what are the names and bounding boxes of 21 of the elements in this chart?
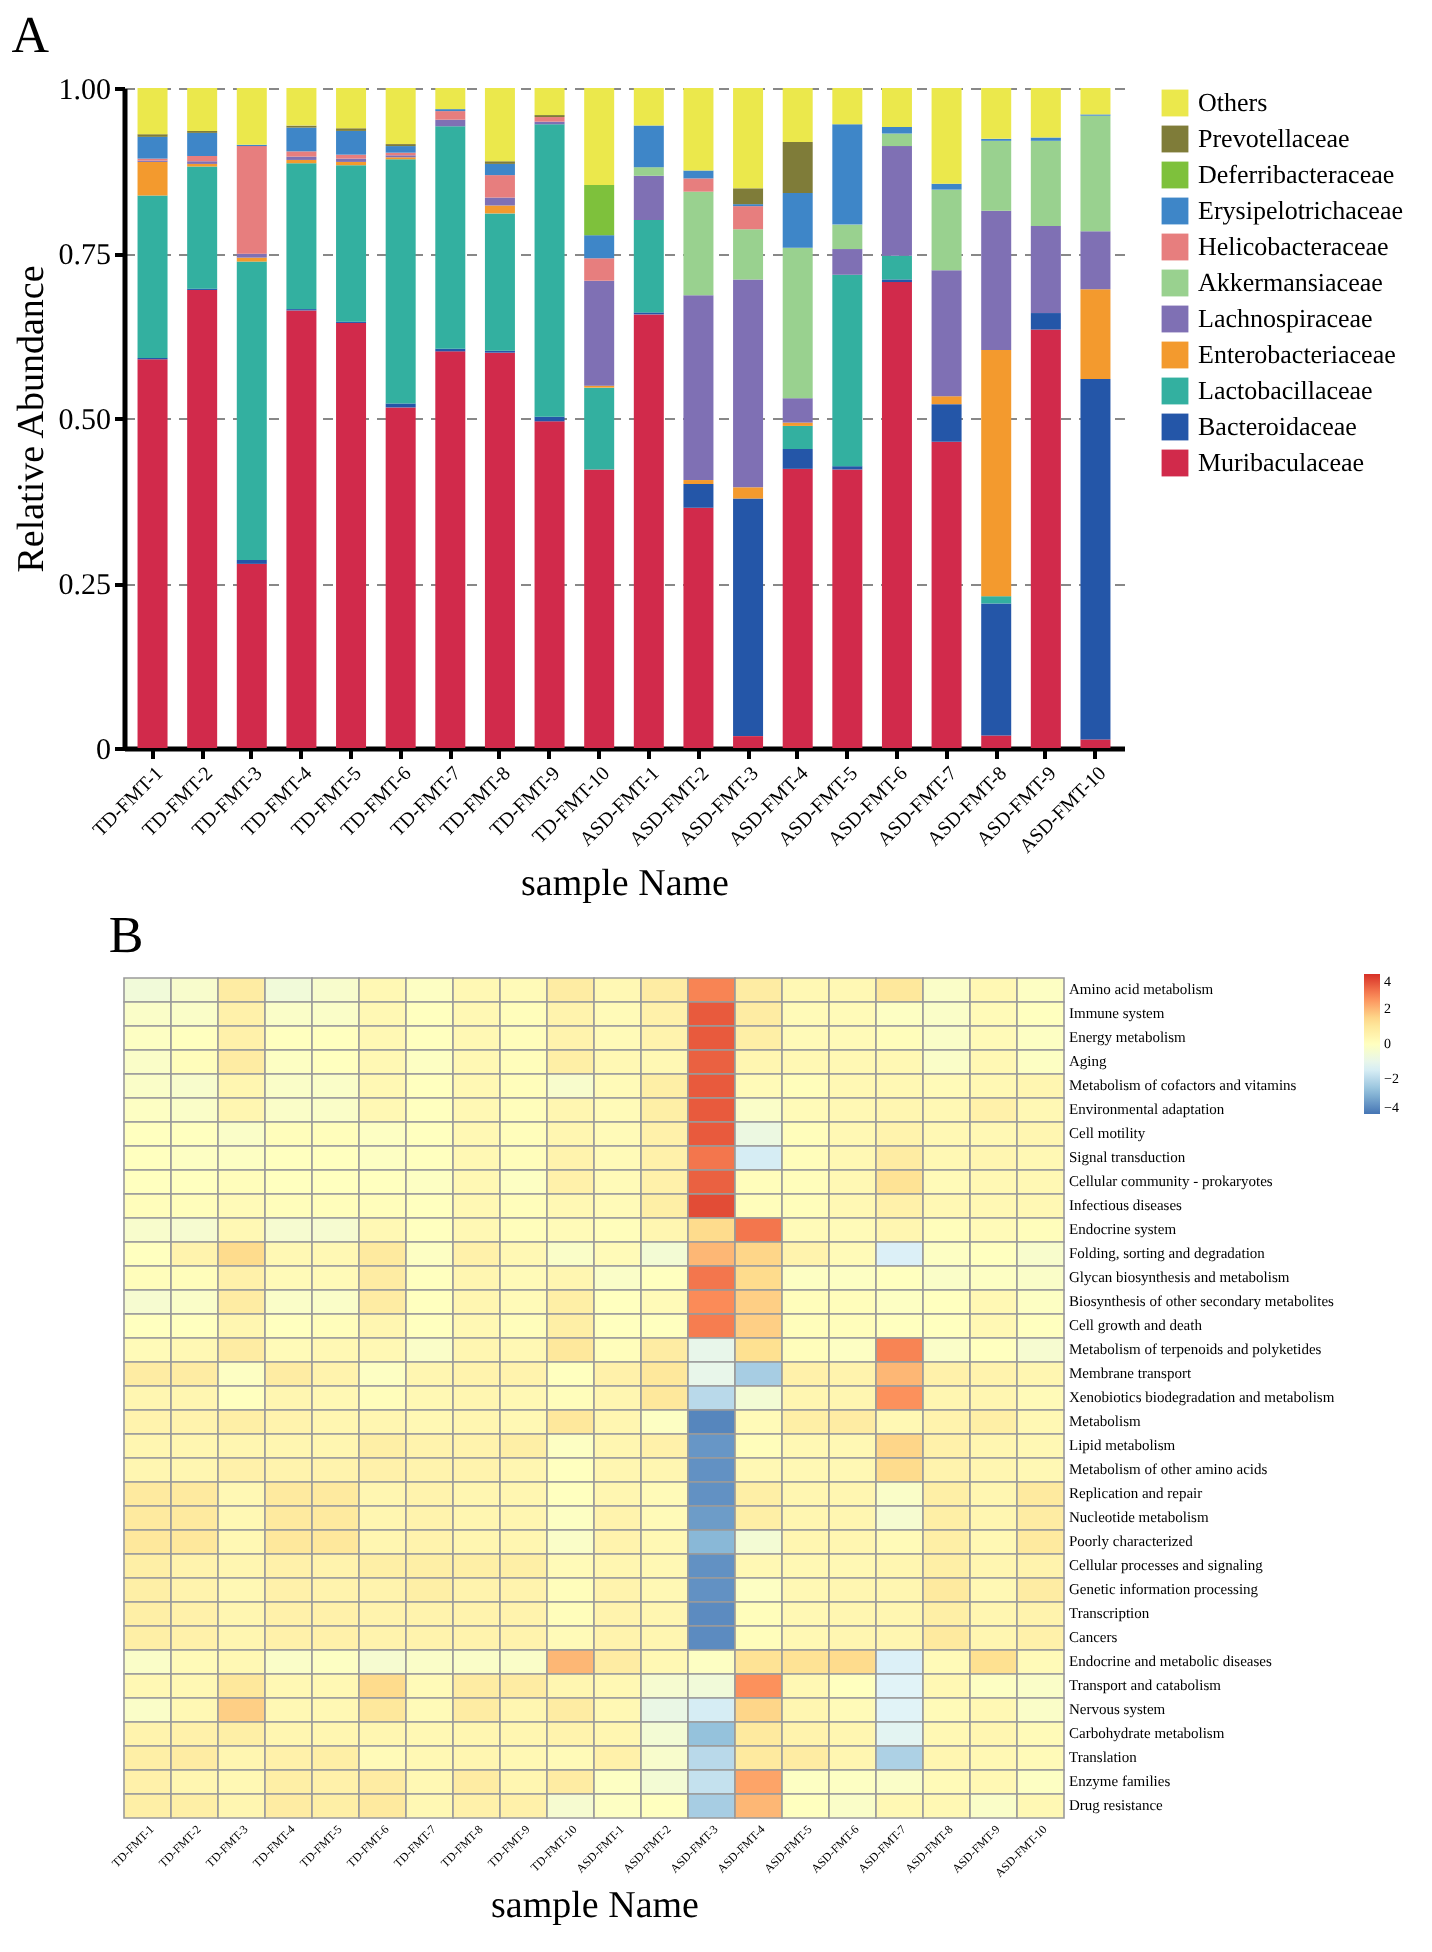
legend-label: Enterobacteriaceae (1198, 339, 1397, 369)
legend-label: Muribaculaceae (1198, 447, 1365, 477)
y-tick-label: 0.75 (58, 240, 111, 272)
chart-title: B (108, 906, 144, 964)
y-tick-label: 0.50 (58, 405, 111, 437)
y-tick-label: 1.00 (58, 75, 111, 107)
legend-label: Lachnospiraceae (1198, 303, 1374, 333)
y-tick-label: 0.25 (58, 570, 111, 602)
legend-label: Helicobacteraceae (1198, 231, 1389, 261)
x-axis-title: sample Name (521, 862, 729, 905)
legend-label: Lactobacillaceae (1198, 375, 1374, 405)
legend-label: Deferribacteraceae (1198, 159, 1395, 189)
y-axis-title: Relative Abundance (10, 265, 53, 573)
legend-label: Erysipelotrichaceae (1198, 195, 1404, 225)
x-axis-title: sample Name (491, 1885, 699, 1928)
legend-label: Others (1198, 87, 1268, 117)
legend-label: Bacteroidaceae (1198, 411, 1358, 441)
chart-title: A (11, 6, 50, 64)
y-tick-label: 0 (96, 735, 111, 767)
legend-label: Akkermansiaceae (1198, 267, 1384, 297)
legend-label: Prevotellaceae (1198, 123, 1351, 153)
